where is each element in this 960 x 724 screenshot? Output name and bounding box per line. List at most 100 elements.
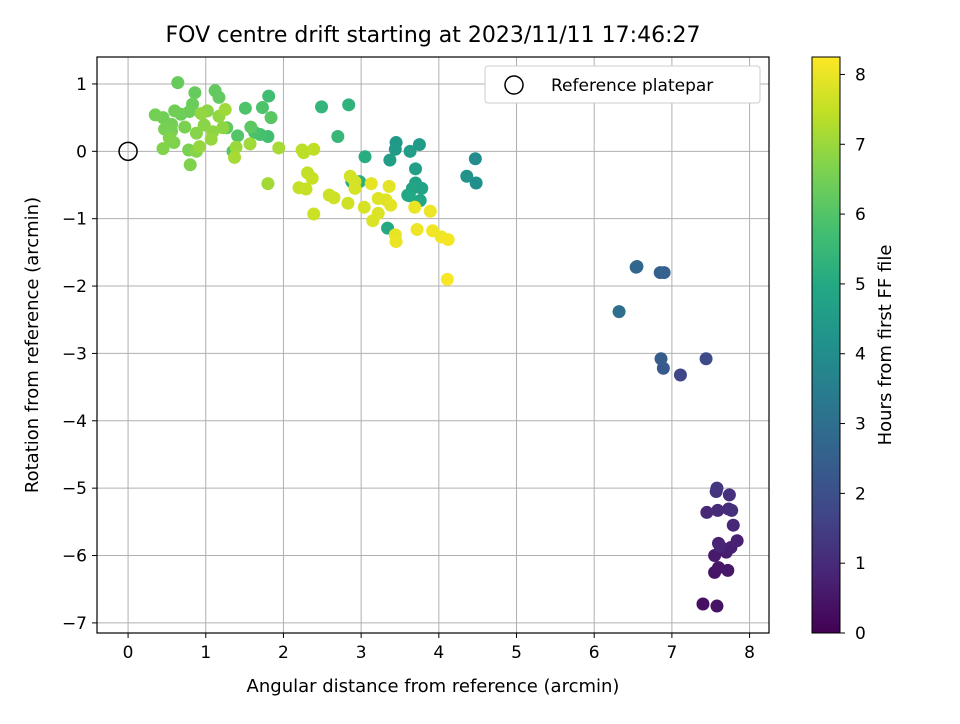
data-point xyxy=(315,100,329,114)
colorbar-tick-label: 7 xyxy=(855,135,866,155)
grid-lines xyxy=(97,57,769,633)
data-point xyxy=(710,599,724,613)
data-point xyxy=(162,131,176,145)
data-point xyxy=(231,129,245,143)
x-axis-label: Angular distance from reference (arcmin) xyxy=(247,676,620,697)
legend: Reference platepar xyxy=(484,65,761,104)
data-point xyxy=(700,505,714,519)
data-point xyxy=(216,121,230,135)
data-point xyxy=(178,120,192,134)
x-tick-label: 5 xyxy=(511,643,522,663)
data-point xyxy=(710,481,724,495)
data-point xyxy=(171,76,185,90)
data-point xyxy=(401,188,415,202)
plot-area-frame xyxy=(96,56,770,634)
data-point xyxy=(364,177,378,191)
data-point xyxy=(255,101,269,115)
data-point xyxy=(188,86,202,100)
data-point xyxy=(699,352,713,366)
data-point xyxy=(441,233,455,247)
data-point xyxy=(423,204,437,218)
y-tick-label: −6 xyxy=(62,547,87,567)
data-point xyxy=(383,153,397,167)
data-point xyxy=(410,222,424,236)
data-point xyxy=(243,137,257,151)
x-tick-label: 1 xyxy=(200,643,211,663)
data-point xyxy=(726,518,740,532)
data-point xyxy=(262,89,276,103)
data-point xyxy=(468,152,482,166)
data-point xyxy=(730,534,744,548)
data-point xyxy=(208,84,222,98)
data-point xyxy=(261,177,275,191)
y-tick-label: 0 xyxy=(76,142,87,162)
data-point xyxy=(440,272,454,286)
y-tick-label: −1 xyxy=(62,210,87,230)
legend-reference-marker xyxy=(504,75,524,95)
data-point xyxy=(305,171,319,185)
x-tick-label: 2 xyxy=(278,643,289,663)
x-tick-label: 6 xyxy=(589,643,600,663)
legend-box xyxy=(484,65,761,104)
data-point xyxy=(148,108,162,122)
data-point xyxy=(409,162,423,176)
data-point xyxy=(721,563,735,577)
data-point xyxy=(388,142,402,156)
colorbar-tick-label: 5 xyxy=(855,275,866,295)
data-point xyxy=(341,196,355,210)
data-point xyxy=(711,503,725,517)
data-point xyxy=(168,104,182,118)
chart-title: FOV centre drift starting at 2023/11/11 … xyxy=(166,23,701,48)
colorbar-tick-label: 6 xyxy=(855,205,866,225)
x-tick-label: 8 xyxy=(744,643,755,663)
data-point xyxy=(331,129,345,143)
data-point xyxy=(408,200,422,214)
y-tick-label: −5 xyxy=(62,479,87,499)
y-tick-label: −7 xyxy=(62,614,87,634)
data-point xyxy=(194,107,208,121)
data-point xyxy=(357,200,371,214)
legend-label: Reference platepar xyxy=(551,76,713,96)
data-point xyxy=(156,142,170,156)
x-tick-label: 0 xyxy=(123,643,134,663)
colorbar-tick-label: 0 xyxy=(855,624,866,644)
data-point xyxy=(696,597,710,611)
data-point xyxy=(238,101,252,115)
y-axis-label: Rotation from reference (arcmin) xyxy=(22,197,43,493)
data-point xyxy=(244,120,258,134)
data-point xyxy=(382,179,396,193)
x-tick-label: 7 xyxy=(666,643,677,663)
data-points xyxy=(118,76,744,613)
data-point xyxy=(348,181,362,195)
data-point xyxy=(722,488,736,502)
data-point xyxy=(358,150,372,164)
data-point xyxy=(612,305,626,319)
colorbar-gradient xyxy=(811,56,841,634)
y-tick-label: −4 xyxy=(62,412,87,432)
colorbar-tick-label: 4 xyxy=(855,345,866,365)
data-point xyxy=(725,503,739,517)
colorbar: 0 1 2 3 4 5 6 7 8 Hours from first FF file xyxy=(811,56,896,644)
data-point xyxy=(629,260,643,274)
y-tick-label: 1 xyxy=(76,75,87,95)
y-tick-label: −2 xyxy=(62,277,87,297)
data-point xyxy=(654,352,668,366)
data-point xyxy=(299,182,313,196)
data-point xyxy=(384,198,398,212)
colorbar-tick-label: 8 xyxy=(855,65,866,85)
colorbar-tick-label: 1 xyxy=(855,554,866,574)
data-point xyxy=(183,158,197,172)
data-point xyxy=(412,138,426,152)
data-point xyxy=(673,368,687,382)
data-point xyxy=(403,144,417,158)
data-point xyxy=(371,206,385,220)
data-point xyxy=(272,141,286,155)
data-point xyxy=(657,266,671,280)
data-point xyxy=(708,549,722,563)
y-axis-ticks: 1 0 −1 −2 −3 −4 −5 −6 −7 xyxy=(62,75,97,634)
data-point xyxy=(469,176,483,190)
colorbar-ticks: 0 1 2 3 4 5 6 7 8 xyxy=(840,65,866,644)
data-point xyxy=(307,142,321,156)
y-tick-label: −3 xyxy=(62,344,87,364)
